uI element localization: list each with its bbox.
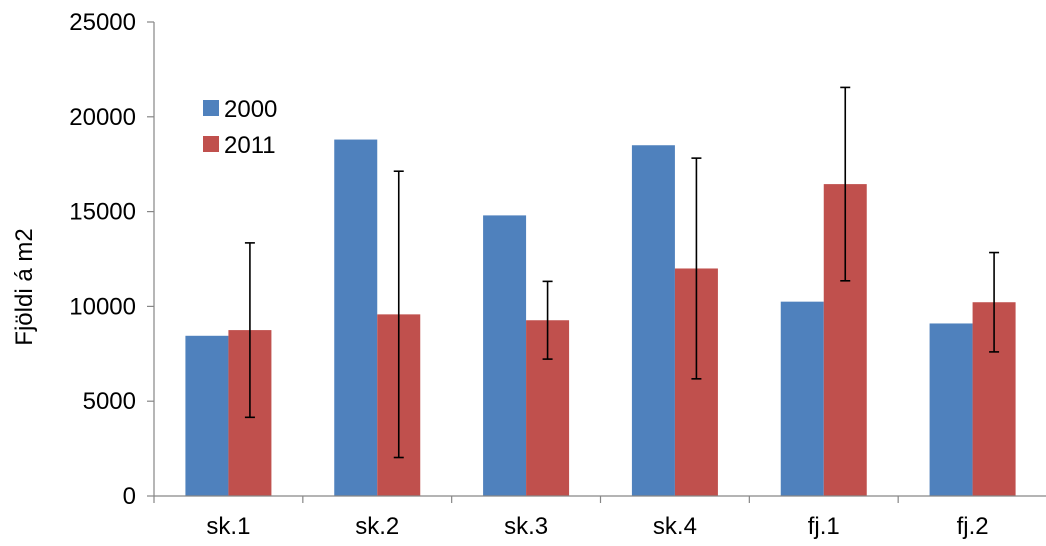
bar-2000-sk.4 [631, 145, 675, 497]
x-tick-label: fj.2 [957, 513, 989, 540]
x-tick-label: sk.4 [653, 513, 697, 540]
x-tick-label: sk.2 [355, 513, 399, 540]
x-tick-label: fj.1 [808, 513, 840, 540]
bar-2000-fj.1 [780, 301, 824, 496]
y-tick-label: 25000 [69, 9, 136, 36]
legend-label-2000: 2000 [224, 96, 277, 123]
y-tick-label: 15000 [69, 199, 136, 226]
bar-2000-sk.3 [483, 215, 527, 496]
legend-swatch-2000 [203, 100, 219, 116]
x-axis: sk.1 sk.2 sk.3 sk.4 fj.1 fj.2 [153, 495, 1046, 540]
error-bar [542, 280, 553, 360]
y-tick-label: 20000 [69, 104, 136, 131]
y-tick-label: 0 [123, 483, 136, 510]
error-bar [840, 86, 851, 282]
y-tick-label: 10000 [69, 293, 136, 320]
x-tick-label: sk.1 [206, 513, 250, 540]
error-bar [244, 242, 255, 419]
error-bar [393, 170, 404, 459]
bar-2000-fj.2 [929, 323, 973, 496]
legend-swatch-2011 [203, 136, 219, 152]
bar-2000-sk.2 [334, 139, 378, 496]
plot-area [185, 86, 1016, 497]
error-bar [989, 251, 1000, 353]
legend: 2000 2011 [203, 96, 277, 159]
x-tick-label: sk.3 [504, 513, 548, 540]
y-axis-title: Fjöldi á m2 [11, 228, 38, 345]
bar-2000-sk.1 [185, 335, 229, 496]
legend-label-2011: 2011 [224, 132, 276, 159]
y-axis: 0 5000 10000 15000 20000 25000 [69, 9, 155, 510]
error-bar [691, 157, 702, 380]
y-tick-label: 5000 [83, 388, 136, 415]
